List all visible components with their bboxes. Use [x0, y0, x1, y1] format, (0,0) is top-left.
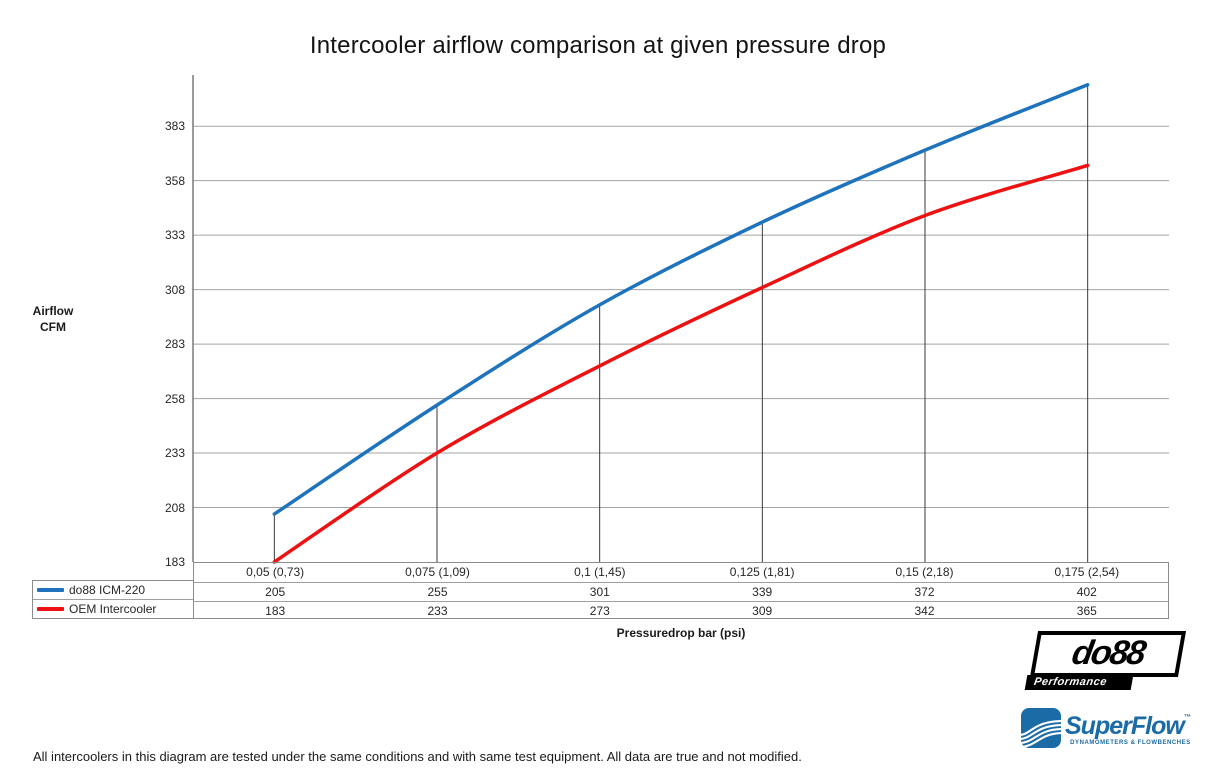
- y-axis-label: Airflow CFM: [8, 303, 98, 335]
- superflow-text-column: SuperFlow™ DYNAMOMETERS & FLOWBENCHES: [1065, 712, 1191, 747]
- y-tick-label: 308: [164, 282, 185, 297]
- legend-label-oem: OEM Intercooler: [69, 601, 157, 616]
- y-tick-label: 208: [164, 500, 185, 515]
- y-tick-label: 258: [164, 391, 185, 406]
- superflow-wave-icon: [1021, 708, 1061, 748]
- y-tick-label: 233: [164, 446, 185, 461]
- do88-logo-box: do88: [1029, 631, 1187, 677]
- do88-performance-text: Performance: [1033, 676, 1108, 688]
- table-cell-do88-value: 205: [265, 585, 286, 599]
- table-cell-do88-value: 339: [752, 585, 773, 599]
- y-tick-label: 283: [164, 337, 185, 352]
- x-category-row: 0,05 (0,73) 0,075 (1,09) 0,1 (1,45) 0,125 (…: [194, 563, 1168, 582]
- trademark-symbol: ™: [1183, 714, 1191, 721]
- table-cell-oem-value: 183: [265, 604, 286, 618]
- x-category-label: 0,1 (1,45): [574, 565, 626, 579]
- superflow-logo: SuperFlow™ DYNAMOMETERS & FLOWBENCHES: [1021, 706, 1191, 752]
- series-line-do88-icm-220: [272, 83, 1090, 516]
- table-cell-do88-value: 372: [914, 585, 935, 599]
- table-cell-oem-value: 309: [752, 604, 773, 618]
- do88-logo-text: do88: [1069, 634, 1148, 672]
- x-axis-label: Pressuredrop bar (psi): [616, 626, 746, 640]
- table-row-oem: 183 233 273 309 342 365: [194, 601, 1168, 620]
- table-cell-oem-value: 342: [914, 604, 935, 618]
- x-category-label: 0,05 (0,73): [246, 565, 305, 579]
- legend-label-do88: do88 ICM-220: [69, 583, 146, 597]
- y-tick-label: 333: [164, 228, 185, 243]
- x-category-label: 0,075 (1,09): [405, 565, 470, 579]
- table-cell-oem-value: 365: [1076, 604, 1097, 618]
- chart-data-table: 0,05 (0,73) 0,075 (1,09) 0,1 (1,45) 0,125 (…: [193, 562, 1169, 619]
- footnote-text: All intercoolers in this diagram are tes…: [33, 749, 802, 764]
- do88-performance-bar: Performance: [1024, 675, 1134, 690]
- x-category-label: 0,125 (1,81): [729, 565, 795, 579]
- y-tick-label: 358: [164, 173, 185, 188]
- table-row-do88: 205 255 301 339 372 402: [194, 582, 1168, 601]
- do88-performance-logo: do88 Performance: [1024, 631, 1188, 693]
- series-line-oem-intercooler: [272, 163, 1090, 564]
- y-tick-label: 183: [164, 555, 185, 569]
- chart-title: Intercooler airflow comparison at given …: [309, 32, 887, 59]
- x-category-label: 0,15 (2,18): [895, 565, 954, 579]
- superflow-wordmark: SuperFlow™: [1065, 712, 1191, 740]
- table-cell-do88-value: 301: [589, 585, 610, 599]
- legend: do88 ICM-220 OEM Intercooler: [32, 580, 194, 619]
- legend-item-oem: OEM Intercooler: [33, 599, 193, 617]
- y-axis-label-line1: Airflow: [32, 304, 74, 318]
- x-category-label: 0,175 (2,54): [1054, 565, 1120, 579]
- y-axis-label-line2: CFM: [40, 320, 66, 334]
- oem-series-line-marker: [37, 606, 64, 611]
- y-tick-label: 383: [164, 119, 185, 134]
- do88-series-line-marker: [37, 588, 64, 592]
- legend-item-do88: do88 ICM-220: [33, 581, 193, 599]
- table-cell-oem-value: 233: [427, 604, 448, 618]
- table-cell-oem-value: 273: [589, 604, 610, 618]
- table-cell-do88-value: 255: [427, 585, 448, 599]
- table-cell-do88-value: 402: [1076, 585, 1097, 599]
- superflow-tagline: DYNAMOMETERS & FLOWBENCHES: [1070, 740, 1191, 746]
